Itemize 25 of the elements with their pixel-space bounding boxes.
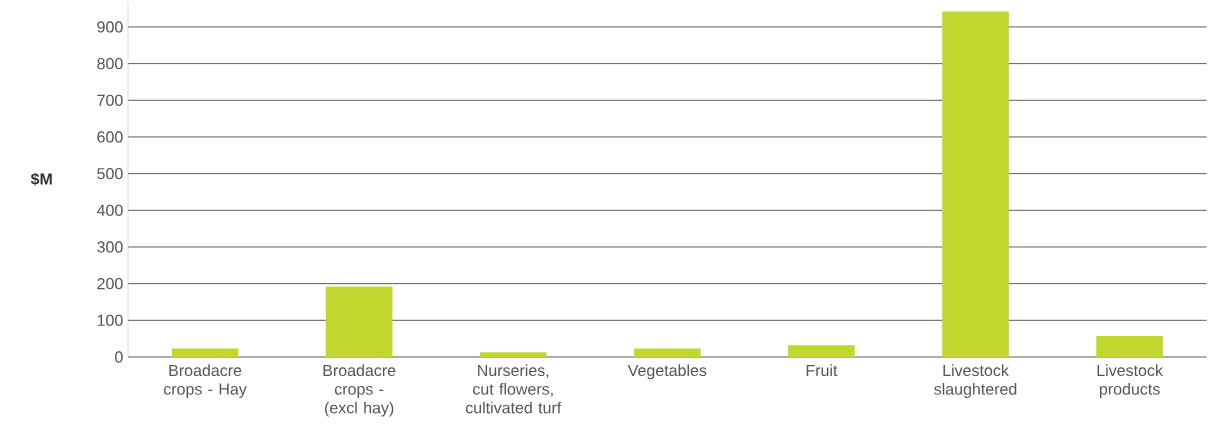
y-tick-label: 900 <box>97 21 123 33</box>
bar <box>479 352 547 357</box>
y-tick-label: 0 <box>115 351 123 363</box>
bar <box>788 345 855 357</box>
y-tick-label: 100 <box>97 314 123 326</box>
y-tick-label: 200 <box>97 277 123 290</box>
y-tick-label: 600 <box>97 131 123 143</box>
bar <box>325 286 393 357</box>
x-tick-label: Broadacre crops - Hay <box>163 364 247 398</box>
bar <box>942 11 1009 357</box>
x-tick-label: Vegetables <box>627 364 707 380</box>
bar <box>171 348 239 357</box>
x-tick-label: Nurseries, cut flowers, cultivated turf <box>465 364 562 414</box>
x-tick-label: Livestock slaughtered <box>934 364 1017 398</box>
y-tick-label: 800 <box>97 57 123 70</box>
x-tick-label: Broadacre crops - (excl hay) <box>323 364 396 417</box>
y-tick-label: 400 <box>96 204 123 216</box>
x-tick-label: Livestock products <box>1097 364 1163 398</box>
bar <box>634 348 701 357</box>
y-tick-label: 700 <box>97 94 123 106</box>
x-tick-label: Fruit <box>806 364 838 377</box>
y-axis-title: $M <box>30 172 52 186</box>
y-tick-label: 500 <box>97 167 123 180</box>
y-tick-label: 300 <box>97 241 123 253</box>
bar <box>1096 336 1163 357</box>
